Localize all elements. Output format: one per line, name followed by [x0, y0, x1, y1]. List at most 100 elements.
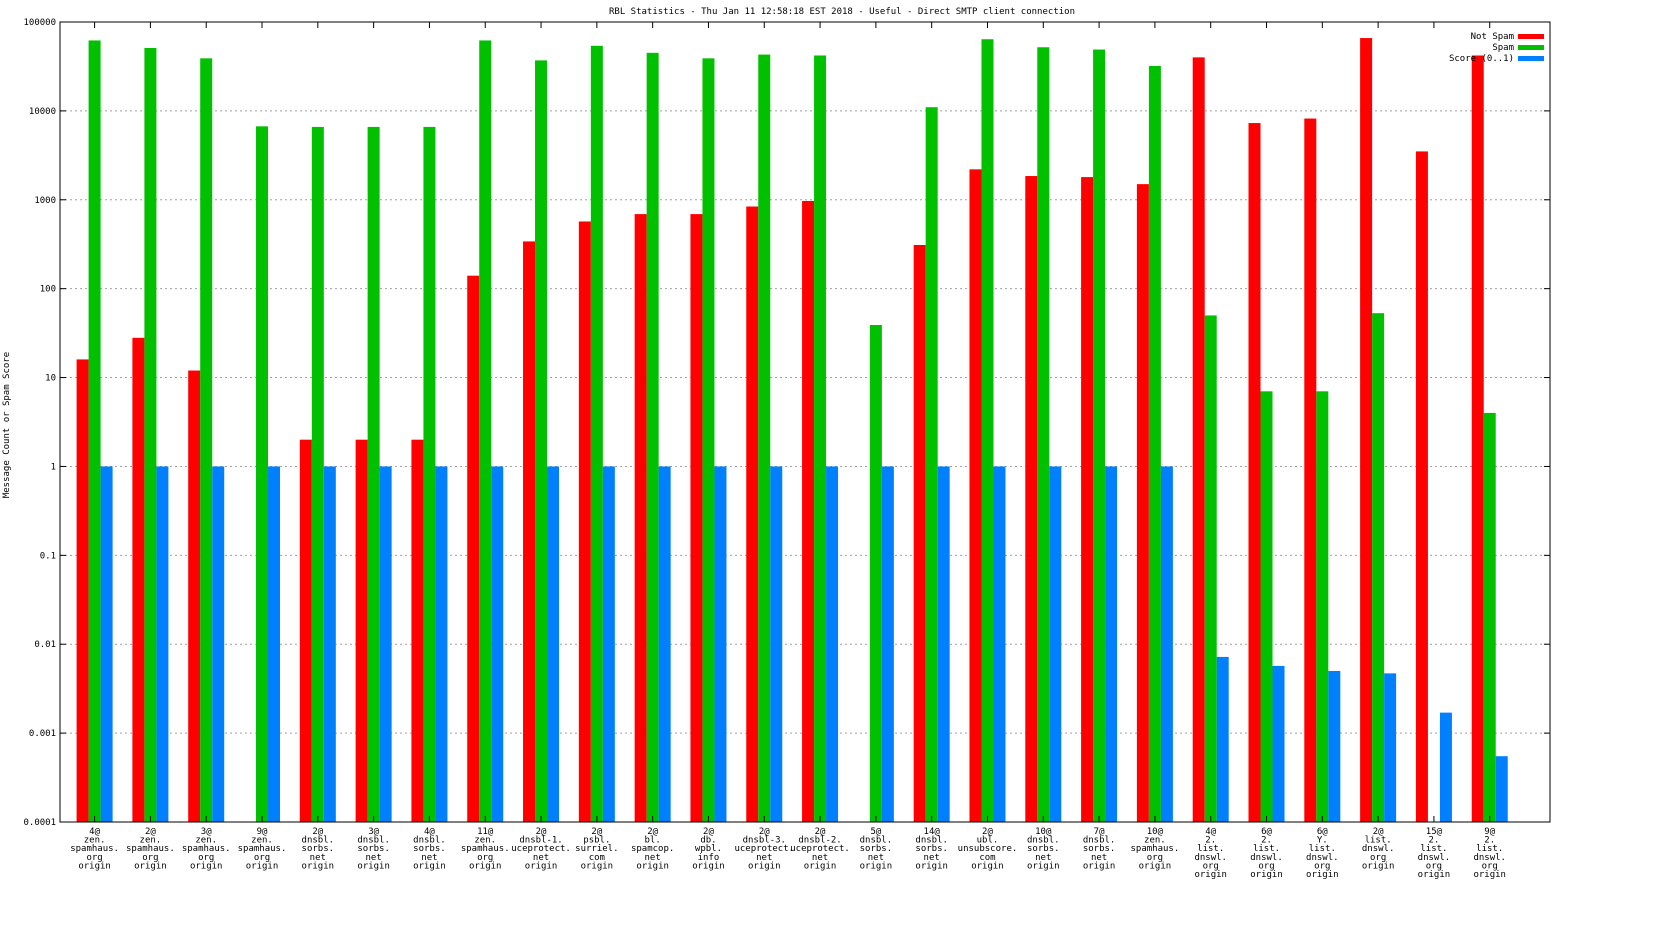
bar-score: [1160, 466, 1173, 822]
bar-spam: [479, 40, 492, 822]
bar-spam: [535, 60, 548, 822]
bar-score: [547, 466, 560, 822]
bar-score: [1272, 665, 1285, 822]
bar-score: [435, 466, 448, 822]
bar-spam: [423, 126, 436, 822]
bar-not-spam: [913, 244, 926, 823]
x-tick-label: 2@ psbl. surriel. com origin: [575, 827, 618, 871]
bar-not-spam: [132, 337, 145, 822]
bar-not-spam: [690, 214, 703, 823]
legend-swatch: [1518, 56, 1544, 61]
bar-score: [1049, 466, 1062, 822]
bar-spam: [256, 126, 269, 823]
x-tick-label: 2@ zen. spamhaus. org origin: [126, 827, 175, 871]
bar-score: [491, 466, 504, 822]
bar-not-spam: [1081, 177, 1094, 822]
bar-score: [993, 466, 1006, 822]
bar-not-spam: [634, 214, 647, 823]
bar-spam: [144, 47, 157, 822]
x-tick-label: 14@ dnsbl. sorbs. net origin: [915, 827, 948, 871]
bar-spam: [1148, 65, 1161, 822]
bar-not-spam: [1192, 57, 1205, 823]
legend-label: Not Spam: [1471, 32, 1514, 42]
x-tick-label: 2@ dnsbl-2. uceprotect. net origin: [790, 827, 850, 871]
bar-not-spam: [299, 439, 312, 822]
x-tick-label: 9@ 2. list. dnswl. org origin: [1473, 827, 1506, 880]
bar-spam: [1372, 313, 1385, 822]
legend-swatch: [1518, 45, 1544, 50]
bar-spam: [88, 40, 101, 822]
bar-spam: [1093, 49, 1106, 822]
bar-score: [826, 466, 839, 822]
bar-not-spam: [1415, 151, 1428, 823]
bar-score: [881, 466, 894, 822]
bar-spam: [869, 325, 882, 822]
x-tick-label: 10@ zen. spamhaus. org origin: [1131, 827, 1180, 871]
x-tick-label: 2@ dnsbl. sorbs. net origin: [302, 827, 335, 871]
bar-spam: [981, 39, 994, 822]
bar-spam: [200, 58, 213, 823]
bar-spam: [925, 107, 938, 823]
bar-spam: [646, 52, 659, 822]
bar-spam: [1037, 47, 1050, 823]
bar-spam: [1316, 391, 1329, 822]
bar-not-spam: [355, 439, 368, 822]
bar-score: [658, 466, 671, 822]
bar-not-spam: [1136, 184, 1149, 822]
bar-not-spam: [1360, 38, 1373, 823]
bar-not-spam: [1304, 118, 1317, 823]
y-tick-label: 0.0001: [23, 818, 56, 828]
bar-score: [937, 466, 950, 822]
x-tick-label: 5@ dnsbl. sorbs. net origin: [860, 827, 893, 871]
x-tick-label: 2@ ubl. unsubscore. com origin: [958, 827, 1018, 871]
bar-score: [1495, 756, 1508, 822]
bar-score: [1216, 656, 1229, 822]
bar-not-spam: [523, 241, 536, 823]
bar-score: [323, 466, 336, 822]
bar-score: [100, 466, 113, 822]
x-tick-label: 11@ zen. spamhaus. org origin: [461, 827, 510, 871]
bar-score: [212, 466, 225, 822]
bar-spam: [1204, 315, 1217, 822]
bar-score: [379, 466, 392, 822]
x-tick-label: 4@ 2. list. dnswl. org origin: [1194, 827, 1227, 880]
y-tick-label: 100: [40, 285, 56, 295]
bar-not-spam: [1248, 123, 1261, 823]
x-tick-label: 7@ dnsbl. sorbs. net origin: [1083, 827, 1116, 871]
bar-spam: [1483, 412, 1496, 822]
bar-score: [1384, 673, 1397, 822]
bar-score: [1328, 670, 1341, 822]
bar-not-spam: [188, 370, 201, 822]
plot-border: [59, 21, 1551, 823]
legend-label: Score (0..1): [1449, 54, 1514, 64]
bar-score: [268, 466, 281, 822]
y-tick-label: 10: [45, 374, 56, 384]
bar-spam: [590, 45, 603, 822]
y-tick-label: 1: [51, 462, 56, 472]
x-tick-label: 10@ dnsbl. sorbs. net origin: [1027, 827, 1060, 871]
bar-not-spam: [578, 221, 591, 822]
bar-spam: [758, 54, 771, 823]
x-tick-label: 2@ dnsbl-1. uceprotect. net origin: [511, 827, 571, 871]
bar-not-spam: [467, 275, 480, 823]
bar-not-spam: [969, 169, 982, 822]
bar-score: [714, 466, 727, 822]
y-axis-label: Message Count or Spam Score: [2, 352, 12, 498]
bar-spam: [814, 55, 827, 822]
y-tick-label: 0.001: [29, 729, 56, 739]
bar-score: [1105, 466, 1118, 822]
x-tick-label: 6@ 2. list. dnswl. org origin: [1250, 827, 1283, 880]
x-tick-label: 2@ dnsbl-3. uceprotect. net origin: [734, 827, 794, 871]
x-tick-label: 2@ db. wpbl. info origin: [692, 827, 725, 871]
bar-not-spam: [802, 200, 815, 823]
bar-not-spam: [76, 359, 89, 822]
y-tick-label: 100000: [23, 18, 56, 28]
y-tick-label: 0.1: [40, 551, 56, 561]
legend-label: Spam: [1492, 43, 1514, 53]
bar-score: [1439, 712, 1452, 822]
legend-swatch: [1518, 34, 1544, 39]
bar-score: [602, 466, 615, 822]
x-tick-label: 4@ zen. spamhaus. org origin: [70, 827, 119, 871]
chart-title: RBL Statistics - Thu Jan 11 12:58:18 EST…: [609, 7, 1075, 17]
